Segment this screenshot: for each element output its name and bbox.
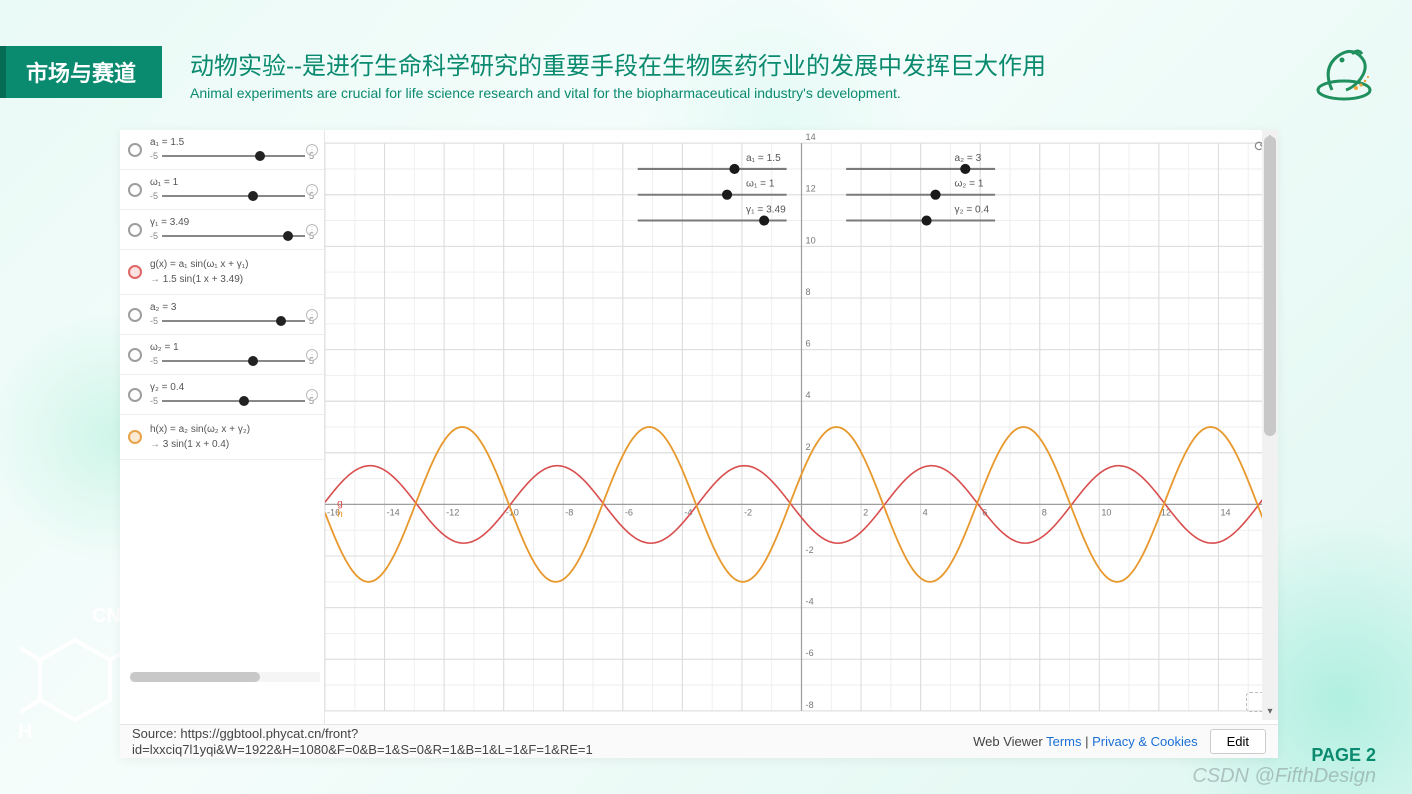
row-menu-icon[interactable]: ⋮ [306, 144, 318, 156]
sidebar-row[interactable]: ω₁ = 1-55⋮ [120, 170, 324, 210]
edit-button[interactable]: Edit [1210, 729, 1266, 754]
sidebar-h-scrollbar[interactable] [130, 672, 320, 682]
sidebar-row[interactable]: ω₂ = 1-55⋮ [120, 335, 324, 375]
source-text: Source: https://ggbtool.phycat.cn/front?… [132, 726, 652, 757]
param-label: γ₂ = 0.4 [150, 382, 314, 393]
brand-logo [1312, 40, 1376, 104]
svg-text:g: g [337, 498, 343, 509]
svg-text:8: 8 [806, 287, 811, 297]
web-viewer-panel: a₁ = 1.5-55⋮ω₁ = 1-55⋮γ₁ = 3.49-55⋮ g(x) … [120, 130, 1278, 758]
title-block: 动物实验--是进行生命科学研究的重要手段在生物医药行业的发展中发挥巨大作用 An… [190, 46, 1046, 101]
section-tag: 市场与赛道 [0, 46, 162, 98]
header: 市场与赛道 动物实验--是进行生命科学研究的重要手段在生物医药行业的发展中发挥巨… [0, 46, 1046, 101]
source-prefix: Source: [132, 726, 180, 741]
molecule-svg [20, 610, 130, 750]
molecule-decoration: CN H [20, 610, 130, 754]
svg-text:-14: -14 [387, 508, 400, 518]
sidebar-row[interactable]: γ₁ = 3.49-55⋮ [120, 210, 324, 250]
sidebar-row[interactable]: g(x) = a₁ sin(ω₁ x + γ₁)1.5 sin(1 x + 3.… [120, 250, 324, 295]
source-url: https://ggbtool.phycat.cn/front?id=lxxci… [132, 726, 593, 757]
sidebar-row[interactable]: a₁ = 1.5-55⋮ [120, 130, 324, 170]
scroll-thumb[interactable] [1264, 136, 1276, 436]
row-menu-icon[interactable]: ⋮ [306, 349, 318, 361]
row-menu-icon[interactable]: ⋮ [306, 389, 318, 401]
visibility-dot[interactable] [128, 183, 142, 197]
page-number: PAGE 2 [1311, 745, 1376, 766]
visibility-dot[interactable] [128, 430, 142, 444]
svg-text:12: 12 [806, 184, 816, 194]
row-menu-icon[interactable]: ⋮ [306, 309, 318, 321]
sidebar-row[interactable]: γ₂ = 0.4-55⋮ [120, 375, 324, 415]
param-label: a₁ = 1.5 [150, 137, 314, 148]
title-en: Animal experiments are crucial for life … [190, 85, 1046, 101]
svg-text:14: 14 [1220, 508, 1230, 518]
watermark: CSDN @FifthDesign [1192, 765, 1376, 788]
viewer-v-scrollbar[interactable]: ▴ ▾ [1262, 130, 1278, 720]
svg-text:4: 4 [806, 390, 811, 400]
web-viewer-label: Web Viewer [973, 734, 1043, 749]
svg-text:-4: -4 [806, 597, 814, 607]
svg-text:10: 10 [1101, 508, 1111, 518]
scroll-down-icon[interactable]: ▾ [1262, 704, 1278, 720]
algebra-sidebar: a₁ = 1.5-55⋮ω₁ = 1-55⋮γ₁ = 3.49-55⋮ g(x) … [120, 130, 325, 724]
viewer-footer: Source: https://ggbtool.phycat.cn/front?… [120, 724, 1278, 758]
svg-text:6: 6 [806, 339, 811, 349]
svg-text:-2: -2 [806, 545, 814, 555]
visibility-dot[interactable] [128, 265, 142, 279]
svg-text:8: 8 [1042, 508, 1047, 518]
svg-text:ω₁ = 1: ω₁ = 1 [746, 179, 775, 190]
param-label: ω₂ = 1 [150, 342, 314, 353]
svg-text:-6: -6 [625, 508, 633, 518]
geogebra-app: a₁ = 1.5-55⋮ω₁ = 1-55⋮γ₁ = 3.49-55⋮ g(x) … [120, 130, 1278, 724]
function-def: h(x) = a₂ sin(ω₂ x + γ₂)3 sin(1 x + 0.4) [150, 422, 314, 452]
svg-text:2: 2 [806, 442, 811, 452]
svg-text:a₁ = 1.5: a₁ = 1.5 [746, 153, 781, 164]
row-menu-icon[interactable]: ⋮ [306, 184, 318, 196]
param-label: ω₁ = 1 [150, 177, 314, 188]
svg-text:ω₂ = 1: ω₂ = 1 [955, 179, 984, 190]
visibility-dot[interactable] [128, 143, 142, 157]
graph-canvas[interactable]: -16-14-12-10-8-6-4-22468101214-8-6-4-224… [325, 130, 1278, 724]
plot-svg: -16-14-12-10-8-6-4-22468101214-8-6-4-224… [325, 130, 1278, 724]
svg-text:14: 14 [806, 132, 816, 142]
molecule-label-cn: CN [92, 606, 121, 626]
visibility-dot[interactable] [128, 388, 142, 402]
svg-text:-2: -2 [744, 508, 752, 518]
sidebar-row[interactable]: h(x) = a₂ sin(ω₂ x + γ₂)3 sin(1 x + 0.4) [120, 415, 324, 460]
row-menu-icon[interactable]: ⋮ [306, 224, 318, 236]
svg-text:-6: -6 [806, 648, 814, 658]
privacy-link[interactable]: Privacy & Cookies [1092, 734, 1197, 749]
svg-text:h: h [337, 509, 343, 520]
svg-text:10: 10 [806, 235, 816, 245]
svg-text:2: 2 [863, 508, 868, 518]
svg-text:-8: -8 [806, 700, 814, 710]
visibility-dot[interactable] [128, 308, 142, 322]
molecule-label-h: H [18, 722, 32, 742]
visibility-dot[interactable] [128, 223, 142, 237]
footer-links: Web Viewer Terms | Privacy & Cookies [973, 734, 1197, 749]
title-zh: 动物实验--是进行生命科学研究的重要手段在生物医药行业的发展中发挥巨大作用 [190, 46, 1046, 81]
svg-text:-8: -8 [565, 508, 573, 518]
function-def: g(x) = a₁ sin(ω₁ x + γ₁)1.5 sin(1 x + 3.… [150, 257, 314, 287]
sidebar-row[interactable]: a₂ = 3-55⋮ [120, 295, 324, 335]
svg-text:γ₁ = 3.49: γ₁ = 3.49 [746, 204, 786, 215]
visibility-dot[interactable] [128, 348, 142, 362]
param-label: γ₁ = 3.49 [150, 217, 314, 228]
param-label: a₂ = 3 [150, 302, 314, 313]
svg-text:a₂ = 3: a₂ = 3 [955, 153, 982, 164]
svg-text:-12: -12 [446, 508, 459, 518]
terms-link[interactable]: Terms [1046, 734, 1081, 749]
svg-text:4: 4 [923, 508, 928, 518]
svg-text:γ₂ = 0.4: γ₂ = 0.4 [955, 204, 990, 215]
